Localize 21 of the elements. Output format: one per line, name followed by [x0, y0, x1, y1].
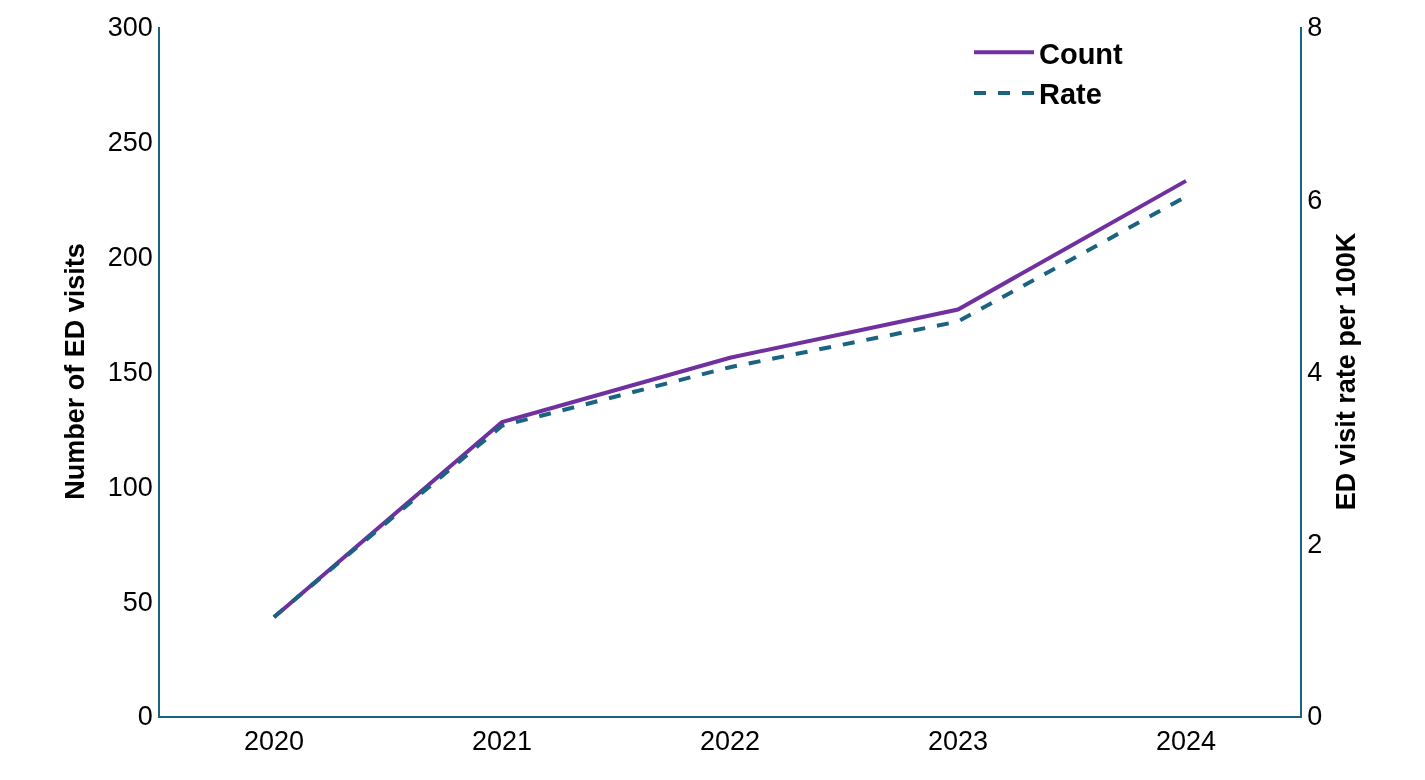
- y2-tick-label: 2: [1307, 529, 1323, 560]
- y-tick-label: 200: [107, 242, 153, 273]
- legend-label: Count: [1039, 37, 1124, 70]
- y-tick-label: 100: [107, 471, 153, 502]
- legend-label: Rate: [1039, 78, 1102, 111]
- y-tick-label: 250: [107, 127, 153, 158]
- y-axis-title: Number of ED visits: [60, 243, 91, 500]
- y2-tick-label: 6: [1307, 184, 1323, 215]
- y-tick-label: 300: [107, 12, 153, 43]
- x-tick-label: 2023: [927, 726, 989, 757]
- x-tick-label: 2021: [471, 726, 533, 757]
- x-tick-label: 2024: [1155, 726, 1217, 757]
- y2-axis-title: ED visit rate per 100K: [1331, 232, 1362, 511]
- y2-tick-label: 4: [1307, 356, 1323, 387]
- y-tick-label: 50: [122, 586, 153, 617]
- y2-tick-label: 8: [1307, 12, 1323, 43]
- y2-tick-label: 0: [1307, 701, 1323, 732]
- x-tick-label: 2020: [243, 726, 305, 757]
- x-tick-label: 2022: [699, 726, 761, 757]
- y-tick-label: 150: [107, 356, 153, 387]
- y-tick-label: 0: [137, 701, 153, 732]
